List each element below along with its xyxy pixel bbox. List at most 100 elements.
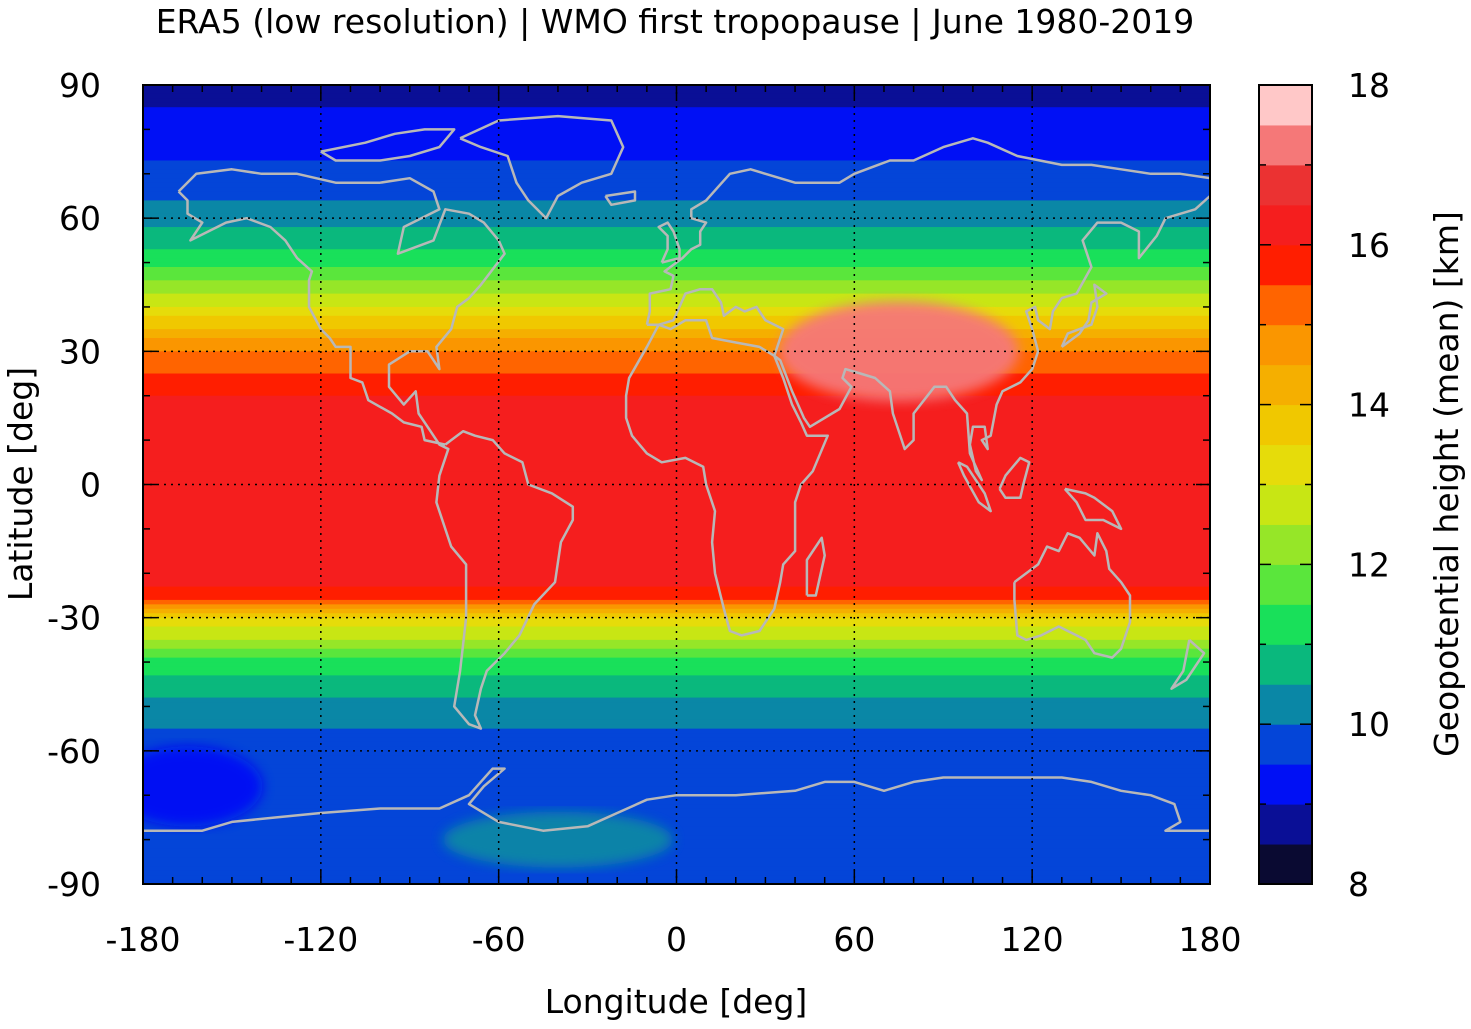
coastline-path bbox=[624, 319, 829, 637]
colorbar-tick-label: 18 bbox=[1348, 66, 1390, 105]
colorbar-frame bbox=[1258, 84, 1313, 885]
colorbar-tick-label: 10 bbox=[1348, 705, 1390, 744]
latitude-band bbox=[143, 395, 1210, 401]
latitude-band bbox=[143, 315, 1210, 321]
colorbar-tick-label: 8 bbox=[1348, 865, 1369, 904]
latitude-band bbox=[143, 231, 1210, 237]
latitude-band bbox=[143, 289, 1210, 295]
latitude-band bbox=[143, 555, 1210, 561]
coastline-path bbox=[645, 137, 1210, 325]
latitude-band bbox=[143, 857, 1210, 863]
latitude-band bbox=[143, 409, 1210, 415]
latitude-band bbox=[143, 697, 1210, 703]
coastline-path bbox=[805, 536, 826, 597]
latitude-band bbox=[143, 298, 1210, 304]
y-tick-label: -90 bbox=[47, 865, 101, 904]
coastline-path bbox=[143, 767, 1210, 832]
latitude-band bbox=[143, 861, 1210, 867]
latitude-band bbox=[143, 830, 1210, 836]
x-tick-label: -60 bbox=[472, 920, 526, 959]
colorbar-label: Geopotential height (mean) [km] bbox=[1427, 211, 1466, 757]
latitude-band bbox=[143, 866, 1210, 872]
latitude-band bbox=[143, 493, 1210, 499]
regional-feature bbox=[442, 811, 673, 868]
x-tick-label: 0 bbox=[666, 920, 687, 959]
latitude-band bbox=[143, 715, 1210, 721]
colorbar-segment bbox=[1259, 564, 1312, 605]
latitude-band bbox=[143, 542, 1210, 548]
x-tick-label: 120 bbox=[1001, 920, 1064, 959]
latitude-band bbox=[143, 200, 1210, 206]
latitude-band bbox=[143, 750, 1210, 756]
latitude-band bbox=[143, 684, 1210, 690]
latitude-band bbox=[143, 835, 1210, 841]
latitude-band bbox=[143, 129, 1210, 135]
latitude-band bbox=[143, 808, 1210, 814]
latitude-band bbox=[143, 746, 1210, 752]
latitude-band bbox=[143, 386, 1210, 392]
coastline-path bbox=[646, 195, 1210, 482]
latitude-band bbox=[143, 639, 1210, 645]
latitude-band bbox=[143, 848, 1210, 854]
latitude-band bbox=[143, 506, 1210, 512]
latitude-band bbox=[143, 799, 1210, 805]
chart-title: ERA5 (low resolution) | WMO first tropop… bbox=[156, 2, 1195, 41]
latitude-band bbox=[143, 635, 1210, 641]
coastline-path bbox=[1063, 487, 1123, 531]
latitude-band bbox=[143, 266, 1210, 273]
latitude-band bbox=[143, 227, 1210, 233]
coastline-path bbox=[177, 190, 446, 446]
colorbar-tick-labels: 8 10 12 14 16 18 bbox=[1348, 66, 1390, 904]
latitude-band bbox=[143, 564, 1210, 570]
latitude-band bbox=[143, 710, 1210, 716]
latitude-band bbox=[143, 324, 1210, 330]
coastline-path bbox=[1013, 532, 1132, 659]
latitude-band bbox=[143, 515, 1210, 521]
map-plot-area bbox=[142, 84, 1211, 885]
latitude-band bbox=[143, 271, 1210, 277]
latitude-band bbox=[143, 302, 1210, 308]
minor-ticks bbox=[142, 84, 1211, 885]
gridlines bbox=[143, 85, 1210, 884]
latitude-band bbox=[143, 817, 1210, 823]
colorbar-segment bbox=[1259, 484, 1312, 525]
latitude-band bbox=[143, 497, 1210, 503]
latitude-band bbox=[143, 759, 1210, 765]
coastline-path bbox=[657, 221, 681, 264]
x-tick-label: 60 bbox=[833, 920, 875, 959]
latitude-band bbox=[143, 120, 1210, 126]
colorbar-tick-label: 12 bbox=[1348, 545, 1390, 584]
latitude-band bbox=[143, 520, 1210, 526]
latitude-band bbox=[143, 844, 1210, 850]
colorbar-segment bbox=[1259, 124, 1312, 166]
latitude-band bbox=[143, 275, 1210, 281]
x-tick-label: -120 bbox=[283, 920, 358, 959]
latitude-band bbox=[143, 812, 1210, 819]
latitude-band bbox=[143, 626, 1210, 632]
regional-features bbox=[143, 301, 1019, 868]
latitude-band bbox=[143, 688, 1210, 694]
regional-feature bbox=[778, 301, 1019, 402]
colorbar-segment bbox=[1259, 284, 1312, 326]
latitude-band bbox=[143, 466, 1210, 472]
colorbar-tick-label: 16 bbox=[1348, 226, 1390, 265]
latitude-band bbox=[143, 733, 1210, 739]
latitude-band bbox=[143, 133, 1210, 139]
latitude-band bbox=[143, 107, 1210, 113]
coastlines bbox=[143, 114, 1210, 832]
colorbar-segment bbox=[1259, 524, 1312, 565]
latitude-band bbox=[143, 360, 1210, 366]
colorbar-tick-label: 14 bbox=[1348, 386, 1390, 425]
latitude-band bbox=[143, 364, 1210, 370]
latitude-band bbox=[143, 648, 1210, 654]
latitude-band bbox=[143, 453, 1210, 459]
latitude-band bbox=[143, 728, 1210, 734]
latitude-band bbox=[143, 591, 1210, 597]
latitude-band bbox=[143, 821, 1210, 827]
colorbar-segment bbox=[1259, 804, 1312, 845]
latitude-band bbox=[143, 142, 1210, 148]
colorbar bbox=[1259, 84, 1312, 885]
latitude-band bbox=[143, 444, 1210, 450]
colorbar-segment bbox=[1259, 204, 1312, 246]
coastline-path bbox=[459, 114, 625, 220]
